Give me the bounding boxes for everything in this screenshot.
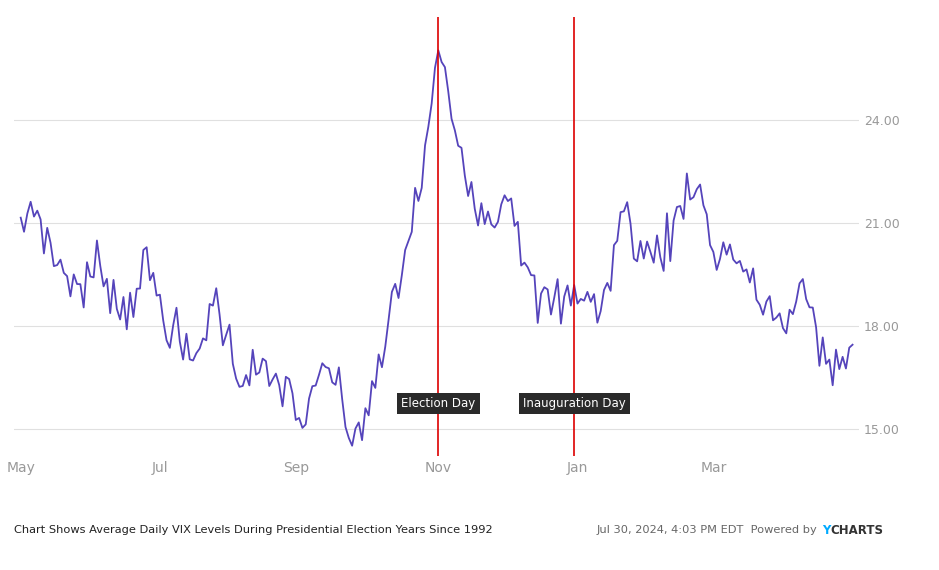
Text: Y: Y — [823, 524, 831, 536]
Text: Election Day: Election Day — [401, 397, 475, 410]
Text: CHARTS: CHARTS — [830, 524, 883, 536]
Text: Inauguration Day: Inauguration Day — [523, 397, 625, 410]
Text: Jul 30, 2024, 4:03 PM EDT  Powered by: Jul 30, 2024, 4:03 PM EDT Powered by — [596, 525, 821, 535]
Text: Chart Shows Average Daily VIX Levels During Presidential Election Years Since 19: Chart Shows Average Daily VIX Levels Dur… — [14, 525, 493, 535]
